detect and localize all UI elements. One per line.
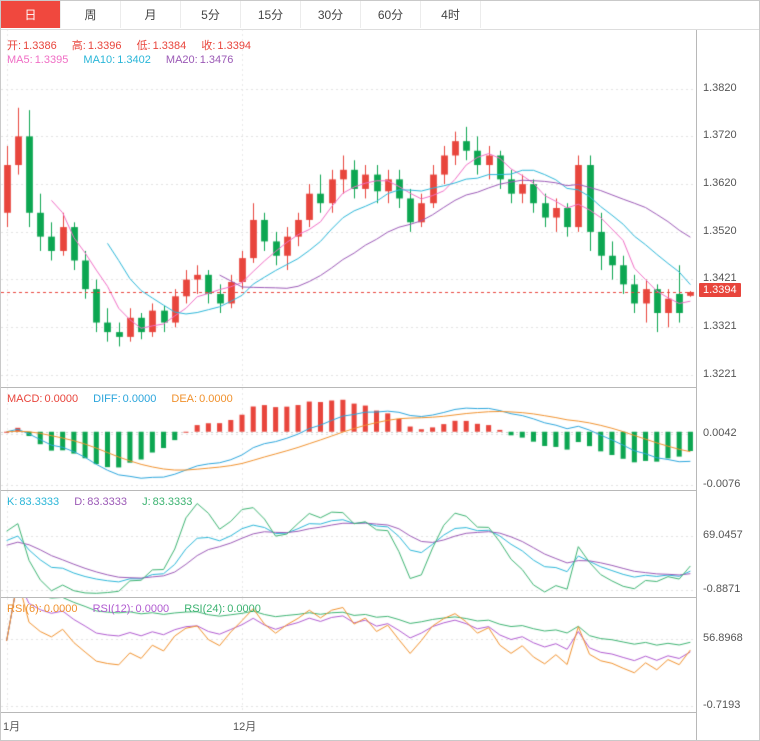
panel-divider [1,597,759,598]
time-axis: 1月 12月 [1,713,696,739]
panel-divider [1,490,759,491]
tab-monthly[interactable]: 月 [121,1,181,28]
rsi-canvas[interactable] [1,598,696,712]
axis-label: 1.3520 [703,224,737,237]
panel-divider [1,387,759,388]
macd-panel: MACD: 0.0000 DIFF: 0.0000 DEA: 0.0000 [1,388,696,490]
axis-label: 0.0042 [703,426,737,439]
tab-4hour[interactable]: 4时 [421,1,481,28]
axis-label: 1.3620 [703,177,737,190]
time-axis-label: 1月 [3,721,21,733]
panel-divider [1,712,759,713]
axis-label: 1.3720 [703,129,737,142]
tab-15min[interactable]: 15分 [241,1,301,28]
axis-label: 1.3820 [703,81,737,94]
macd-canvas[interactable] [1,388,696,490]
price-axis: 1.3394 1.3820 1.3720 1.3620 1.3520 1.3421 1.3… [696,29,759,740]
candlestick-canvas[interactable] [1,29,696,387]
time-axis-label: 12月 [233,721,257,733]
tab-30min[interactable]: 30分 [301,1,361,28]
axis-label: -0.8871 [703,582,741,595]
tab-daily[interactable]: 日 [1,1,61,28]
current-price-tag: 1.3394 [699,283,741,297]
tab-weekly[interactable]: 周 [61,1,121,28]
kdj-panel: K: 83.3333 D: 83.3333 J: 83.3333 [1,491,696,597]
axis-label: 1.3221 [703,367,737,380]
tab-5min[interactable]: 5分 [181,1,241,28]
axis-label: 1.3421 [703,272,737,285]
tab-60min[interactable]: 60分 [361,1,421,28]
kdj-canvas[interactable] [1,491,696,597]
main-chart-panel: 开: 1.3386 高: 1.3396 低: 1.3384 收: 1.3394 MA5:… [1,29,696,387]
axis-label: -0.7193 [703,699,741,712]
axis-label: 1.3321 [703,319,737,332]
axis-label: 69.0457 [703,528,743,541]
timeframe-toolbar: 日 周 月 5分 15分 30分 60分 4时 [1,1,759,30]
axis-label: 56.8968 [703,632,743,645]
rsi-panel: RSI(6): 0.0000 RSI(12): 0.0000 RSI(24): 0.0… [1,598,696,712]
axis-label: -0.0076 [703,477,741,490]
